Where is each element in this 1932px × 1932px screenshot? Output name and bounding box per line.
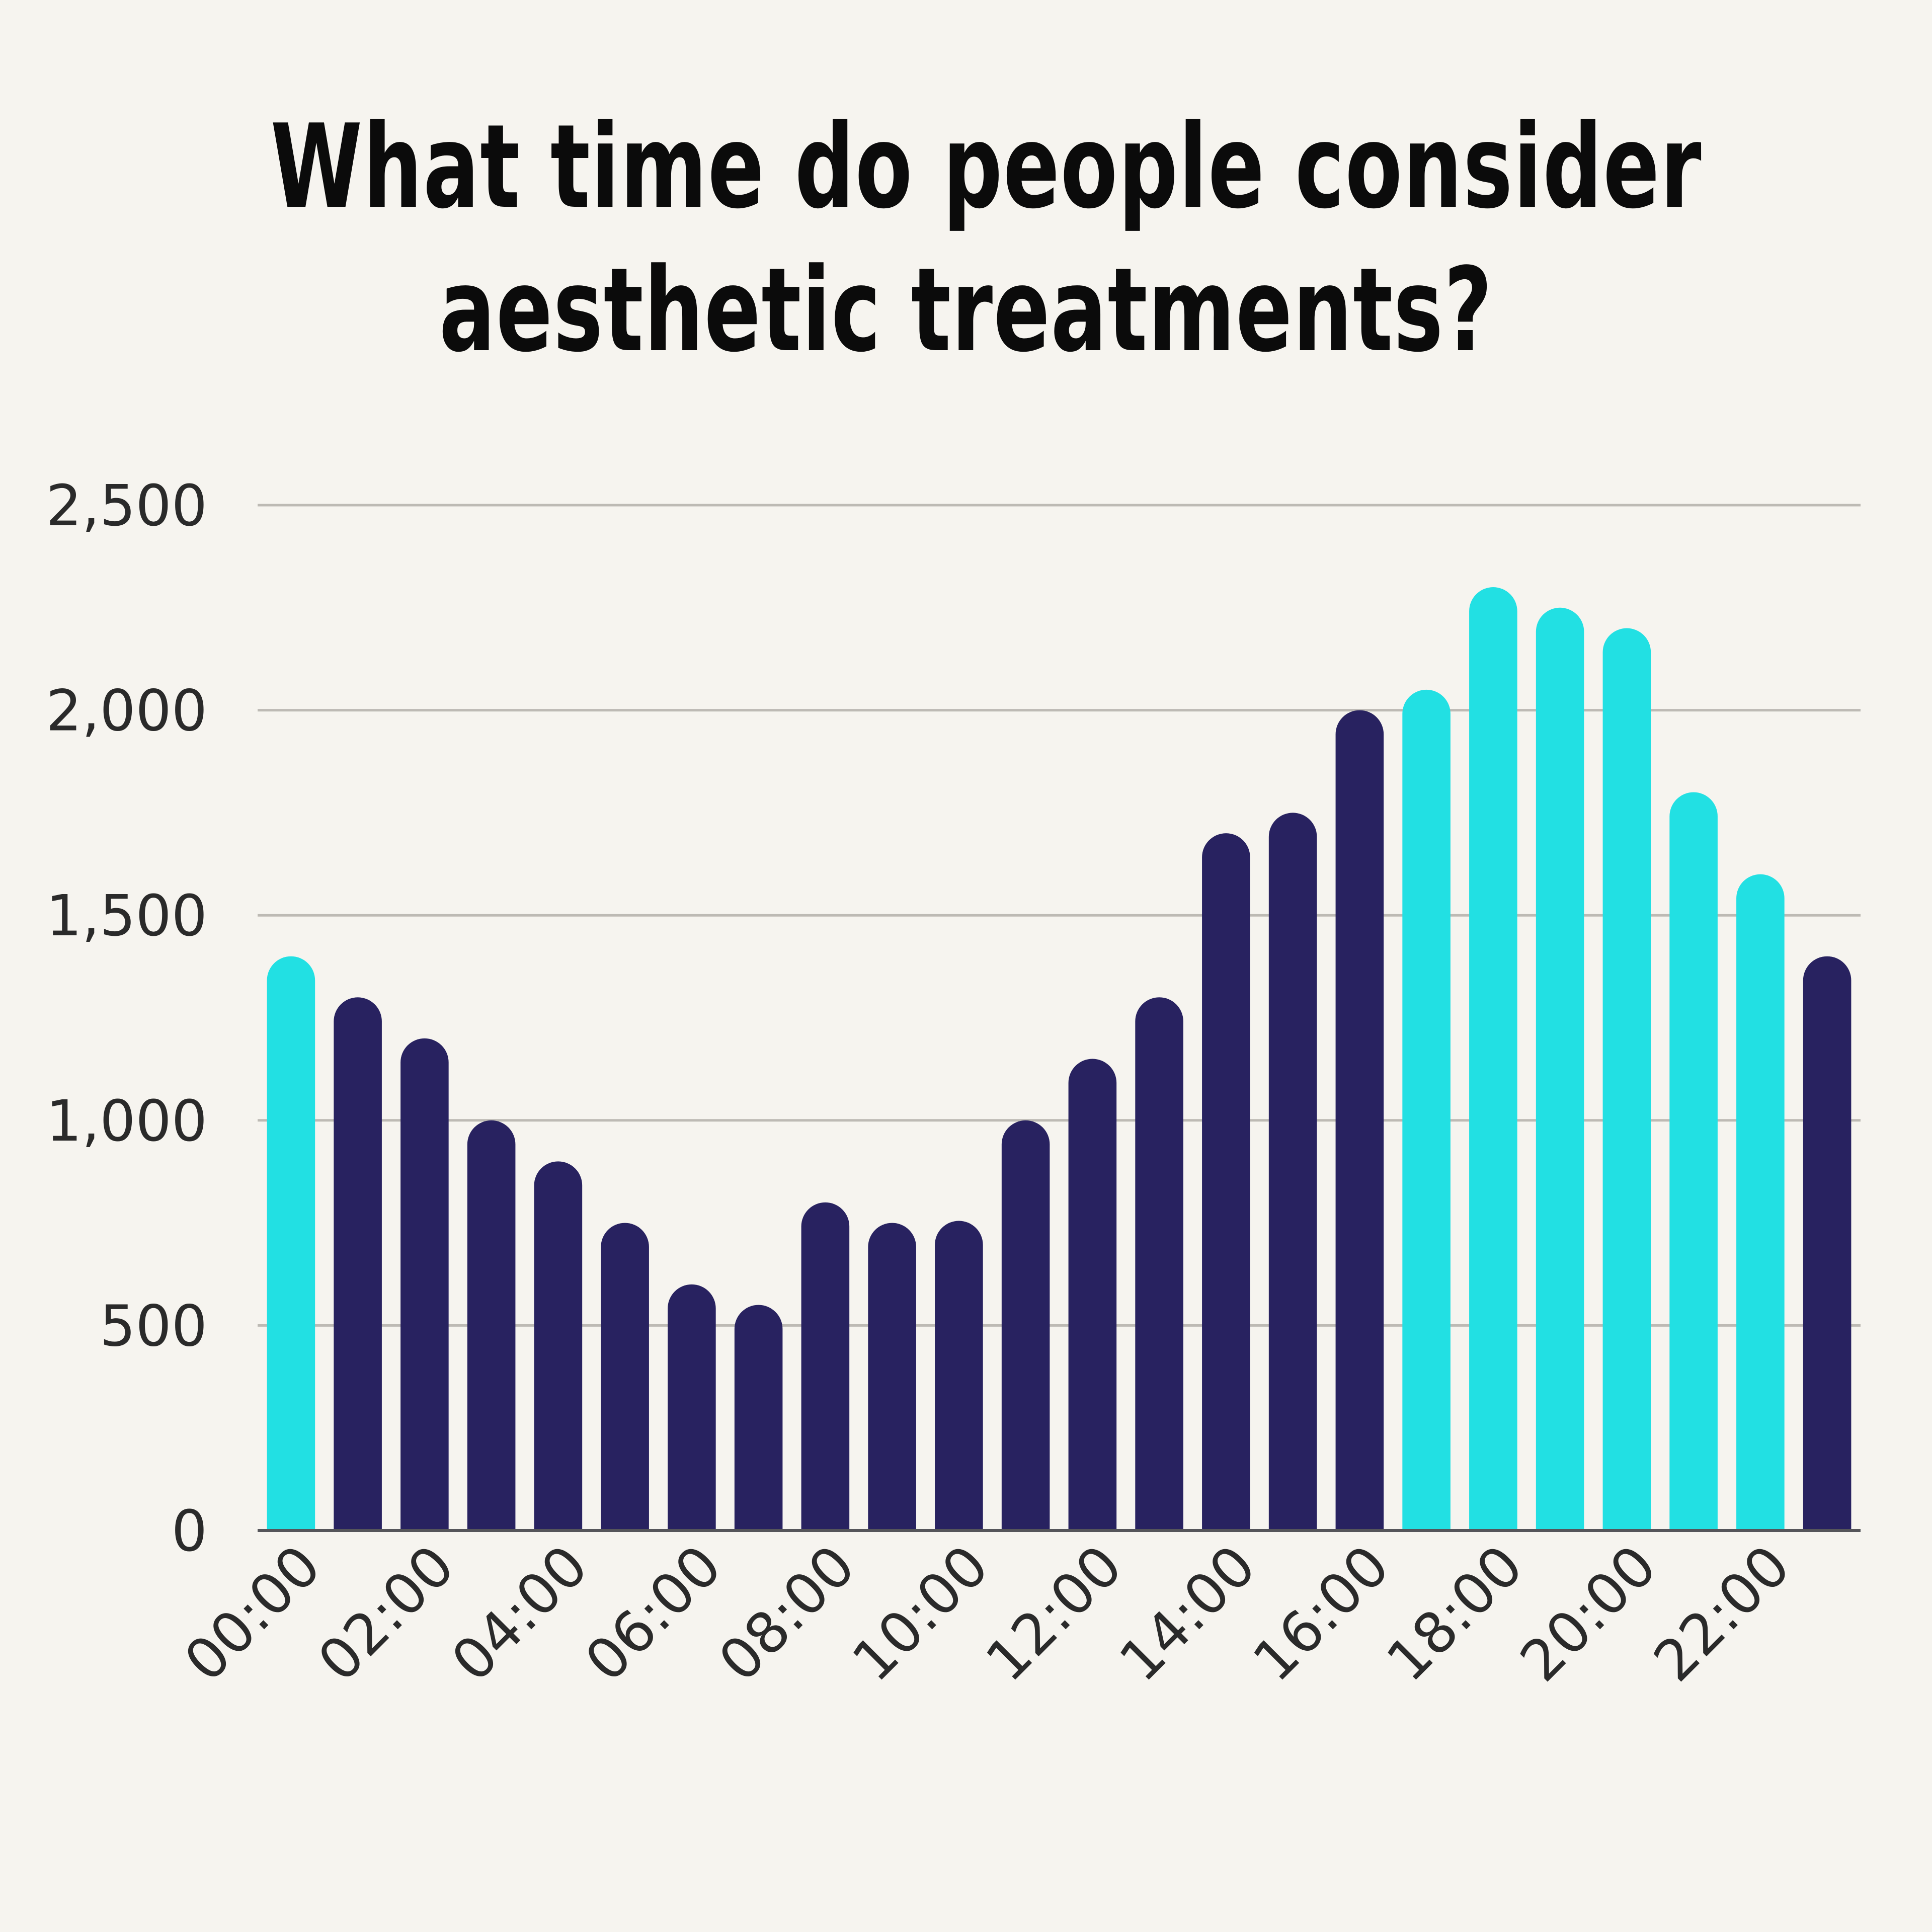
bar-04:00	[534, 1161, 583, 1531]
bar-19:00	[1536, 607, 1584, 1531]
x-tick-label: 04:00	[439, 1533, 600, 1694]
bar-16:00	[1335, 710, 1384, 1531]
bar-07:00	[734, 1305, 783, 1531]
x-tick-label: 08:00	[706, 1533, 867, 1694]
bar-10:00	[935, 1221, 983, 1531]
bar-02:00	[400, 1038, 449, 1531]
bar-03:00	[467, 1120, 516, 1531]
bars	[267, 587, 1852, 1531]
bar-18:00	[1469, 587, 1517, 1531]
x-tick-label: 14:00	[1107, 1533, 1268, 1694]
bar-09:00	[868, 1223, 916, 1531]
bar-11:00	[1001, 1120, 1050, 1531]
bar-20:00	[1602, 628, 1651, 1531]
bar-06:00	[668, 1284, 716, 1531]
x-tick-label: 06:00	[573, 1533, 734, 1694]
y-tick-label: 2,500	[46, 473, 207, 539]
bar-13:00	[1135, 997, 1183, 1531]
chart-title: What time do people consider aesthetic t…	[0, 96, 1932, 382]
x-tick-label: 22:00	[1642, 1533, 1803, 1694]
y-tick-label: 1,000	[46, 1089, 207, 1154]
y-tick-label: 2,000	[46, 679, 207, 744]
bar-23:00	[1803, 956, 1852, 1531]
gridlines	[258, 504, 1861, 1327]
y-axis-labels: 0 500 1,000 1,500 2,000 2,500	[46, 473, 207, 1564]
bar-14:00	[1202, 833, 1250, 1531]
bar-05:00	[601, 1223, 649, 1531]
y-tick-label: 500	[100, 1294, 207, 1359]
chart-title-line-2: aesthetic treatments?	[439, 244, 1493, 378]
x-tick-label: 10:00	[840, 1533, 1001, 1694]
x-tick-label: 18:00	[1375, 1533, 1536, 1694]
x-tick-label: 16:00	[1241, 1533, 1402, 1694]
bar-00:00	[267, 956, 315, 1531]
bar-01:00	[334, 997, 382, 1531]
bar-15:00	[1268, 813, 1317, 1531]
bar-22:00	[1736, 874, 1785, 1531]
bar-21:00	[1669, 792, 1718, 1531]
bar-08:00	[801, 1202, 850, 1531]
x-tick-label: 20:00	[1508, 1533, 1669, 1694]
bar-12:00	[1068, 1059, 1117, 1531]
x-axis-labels: 00:0002:0004:0006:0008:0010:0012:0014:00…	[172, 1533, 1803, 1694]
chart-title-line-1: What time do people consider	[270, 100, 1703, 234]
y-tick-label: 1,500	[46, 883, 207, 949]
x-tick-label: 02:00	[306, 1533, 467, 1694]
x-tick-label: 12:00	[974, 1533, 1135, 1694]
y-tick-label: 0	[172, 1499, 207, 1564]
bar-17:00	[1402, 689, 1451, 1531]
